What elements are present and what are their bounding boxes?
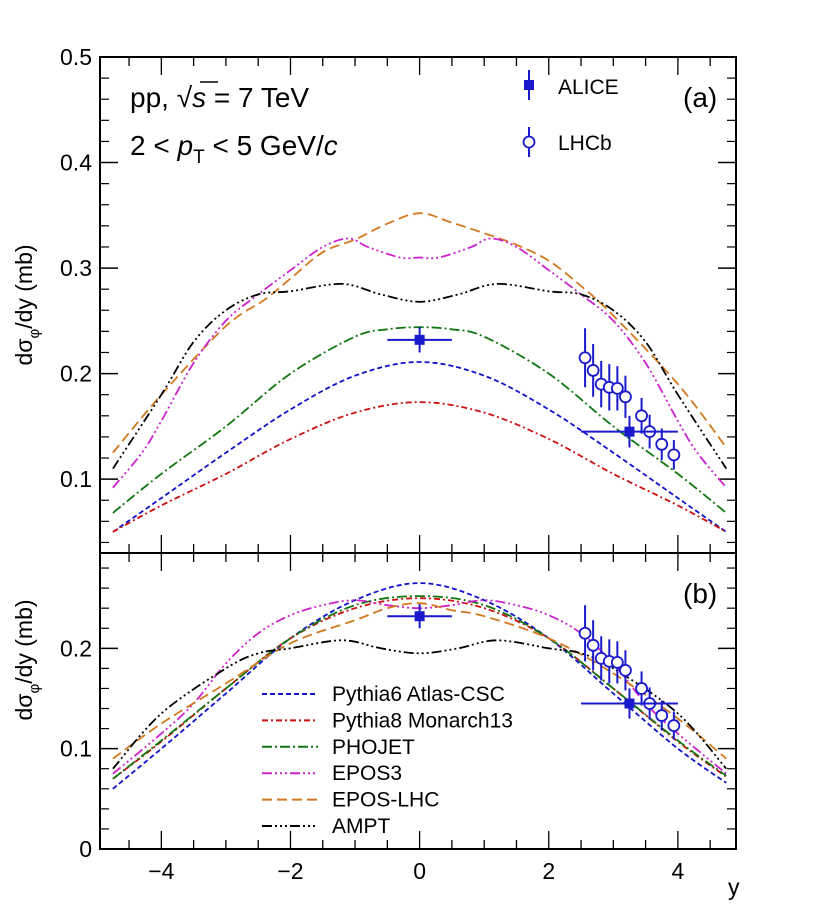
energy-annotation: pp, √s = 7 TeV bbox=[130, 82, 309, 113]
series-a bbox=[112, 212, 728, 533]
y-tick-label: 0.1 bbox=[60, 466, 92, 492]
panel-label-b: (b) bbox=[683, 578, 717, 609]
model-legend: Pythia6 Atlas-CSC Pythia8 Monarch13 PHOJET… bbox=[262, 683, 513, 838]
data-points-b bbox=[387, 604, 681, 740]
panel-a: 0.1 0.2 0.3 0.4 0.5 dσφ/dy (mb) pp, √s = 7 T… bbox=[11, 44, 737, 554]
alice-point bbox=[414, 334, 425, 345]
panel-b: 0 0.1 0.2 −4 −2 0 2 4 dσφ/dy (mb) (b) y Pythia… bbox=[11, 552, 740, 900]
lhcb-point bbox=[635, 409, 648, 423]
x-tick-label: 2 bbox=[542, 858, 555, 884]
lhcb-point bbox=[619, 390, 632, 404]
x-ticks-b: −4 −2 0 2 4 bbox=[128, 553, 711, 884]
y-tick-label: 0.4 bbox=[60, 150, 92, 176]
pt-range-annotation: 2 < pT < 5 GeV/c bbox=[130, 130, 338, 168]
legend-label: Pythia8 Monarch13 bbox=[332, 709, 513, 732]
y-tick-label: 0.5 bbox=[60, 44, 92, 70]
series-line-pythia6-atlas-csc bbox=[112, 361, 727, 533]
y-ticks-b: 0 0.1 0.2 bbox=[60, 567, 736, 862]
alice-point bbox=[624, 426, 635, 437]
legend-lhcb-label: LHCb bbox=[558, 132, 612, 155]
series-line-epos-lhc bbox=[112, 212, 728, 454]
y-ticks-a: 0.1 0.2 0.3 0.4 0.5 bbox=[60, 44, 736, 544]
y-tick-label: 0.2 bbox=[60, 361, 92, 387]
legend-label: Pythia6 Atlas-CSC bbox=[332, 683, 505, 706]
lhcb-point bbox=[667, 719, 681, 732]
lhcb-point bbox=[586, 638, 600, 652]
x-ticks-a bbox=[128, 57, 711, 553]
legend-label: AMPT bbox=[332, 815, 391, 838]
legend-label: PHOJET bbox=[332, 736, 415, 759]
series-line-epos-lhc bbox=[112, 602, 727, 760]
lhcb-point bbox=[619, 663, 632, 677]
series-line-pythia8-monarch13 bbox=[112, 401, 727, 533]
x-tick-label: 4 bbox=[671, 858, 684, 884]
legend-lhcb-marker bbox=[522, 135, 536, 149]
lhcb-point bbox=[578, 351, 592, 365]
lhcb-point bbox=[578, 626, 592, 640]
x-tick-label: −4 bbox=[148, 858, 174, 884]
alice-point bbox=[414, 611, 425, 622]
y-tick-label: 0 bbox=[79, 836, 92, 862]
y-tick-label: 0.1 bbox=[60, 736, 92, 762]
legend-alice-label: ALICE bbox=[558, 76, 619, 99]
series-line-ampt bbox=[112, 639, 727, 770]
data-legend: ALICE LHCb bbox=[522, 70, 619, 157]
y-axis-title-a: dσφ/dy (mb) bbox=[11, 244, 43, 365]
x-tick-label: −2 bbox=[277, 858, 303, 884]
lhcb-point bbox=[635, 682, 648, 695]
plot-frame-b bbox=[99, 552, 737, 850]
lhcb-point bbox=[655, 437, 669, 451]
legend-alice-marker bbox=[524, 80, 534, 90]
data-points-a bbox=[387, 327, 681, 470]
y-tick-label: 0.3 bbox=[60, 255, 92, 281]
lhcb-point bbox=[610, 655, 624, 669]
x-tick-label: 0 bbox=[413, 858, 426, 884]
lhcb-point bbox=[610, 381, 624, 395]
x-axis-title: y bbox=[728, 874, 740, 900]
lhcb-point bbox=[667, 448, 681, 462]
legend-label: EPOS-LHC bbox=[332, 789, 439, 812]
legend-label: EPOS3 bbox=[332, 762, 402, 785]
series-line-phojet bbox=[112, 595, 727, 780]
plot-frame-a bbox=[99, 56, 737, 554]
series-line-ampt bbox=[112, 282, 728, 470]
y-tick-label: 0.2 bbox=[60, 635, 92, 661]
y-axis-title-b: dσφ/dy (mb) bbox=[11, 599, 43, 720]
series-line-epos3 bbox=[112, 237, 727, 489]
panel-label-a: (a) bbox=[683, 82, 717, 113]
alice-point bbox=[624, 698, 635, 709]
lhcb-point bbox=[655, 709, 669, 722]
lhcb-point bbox=[586, 364, 600, 377]
